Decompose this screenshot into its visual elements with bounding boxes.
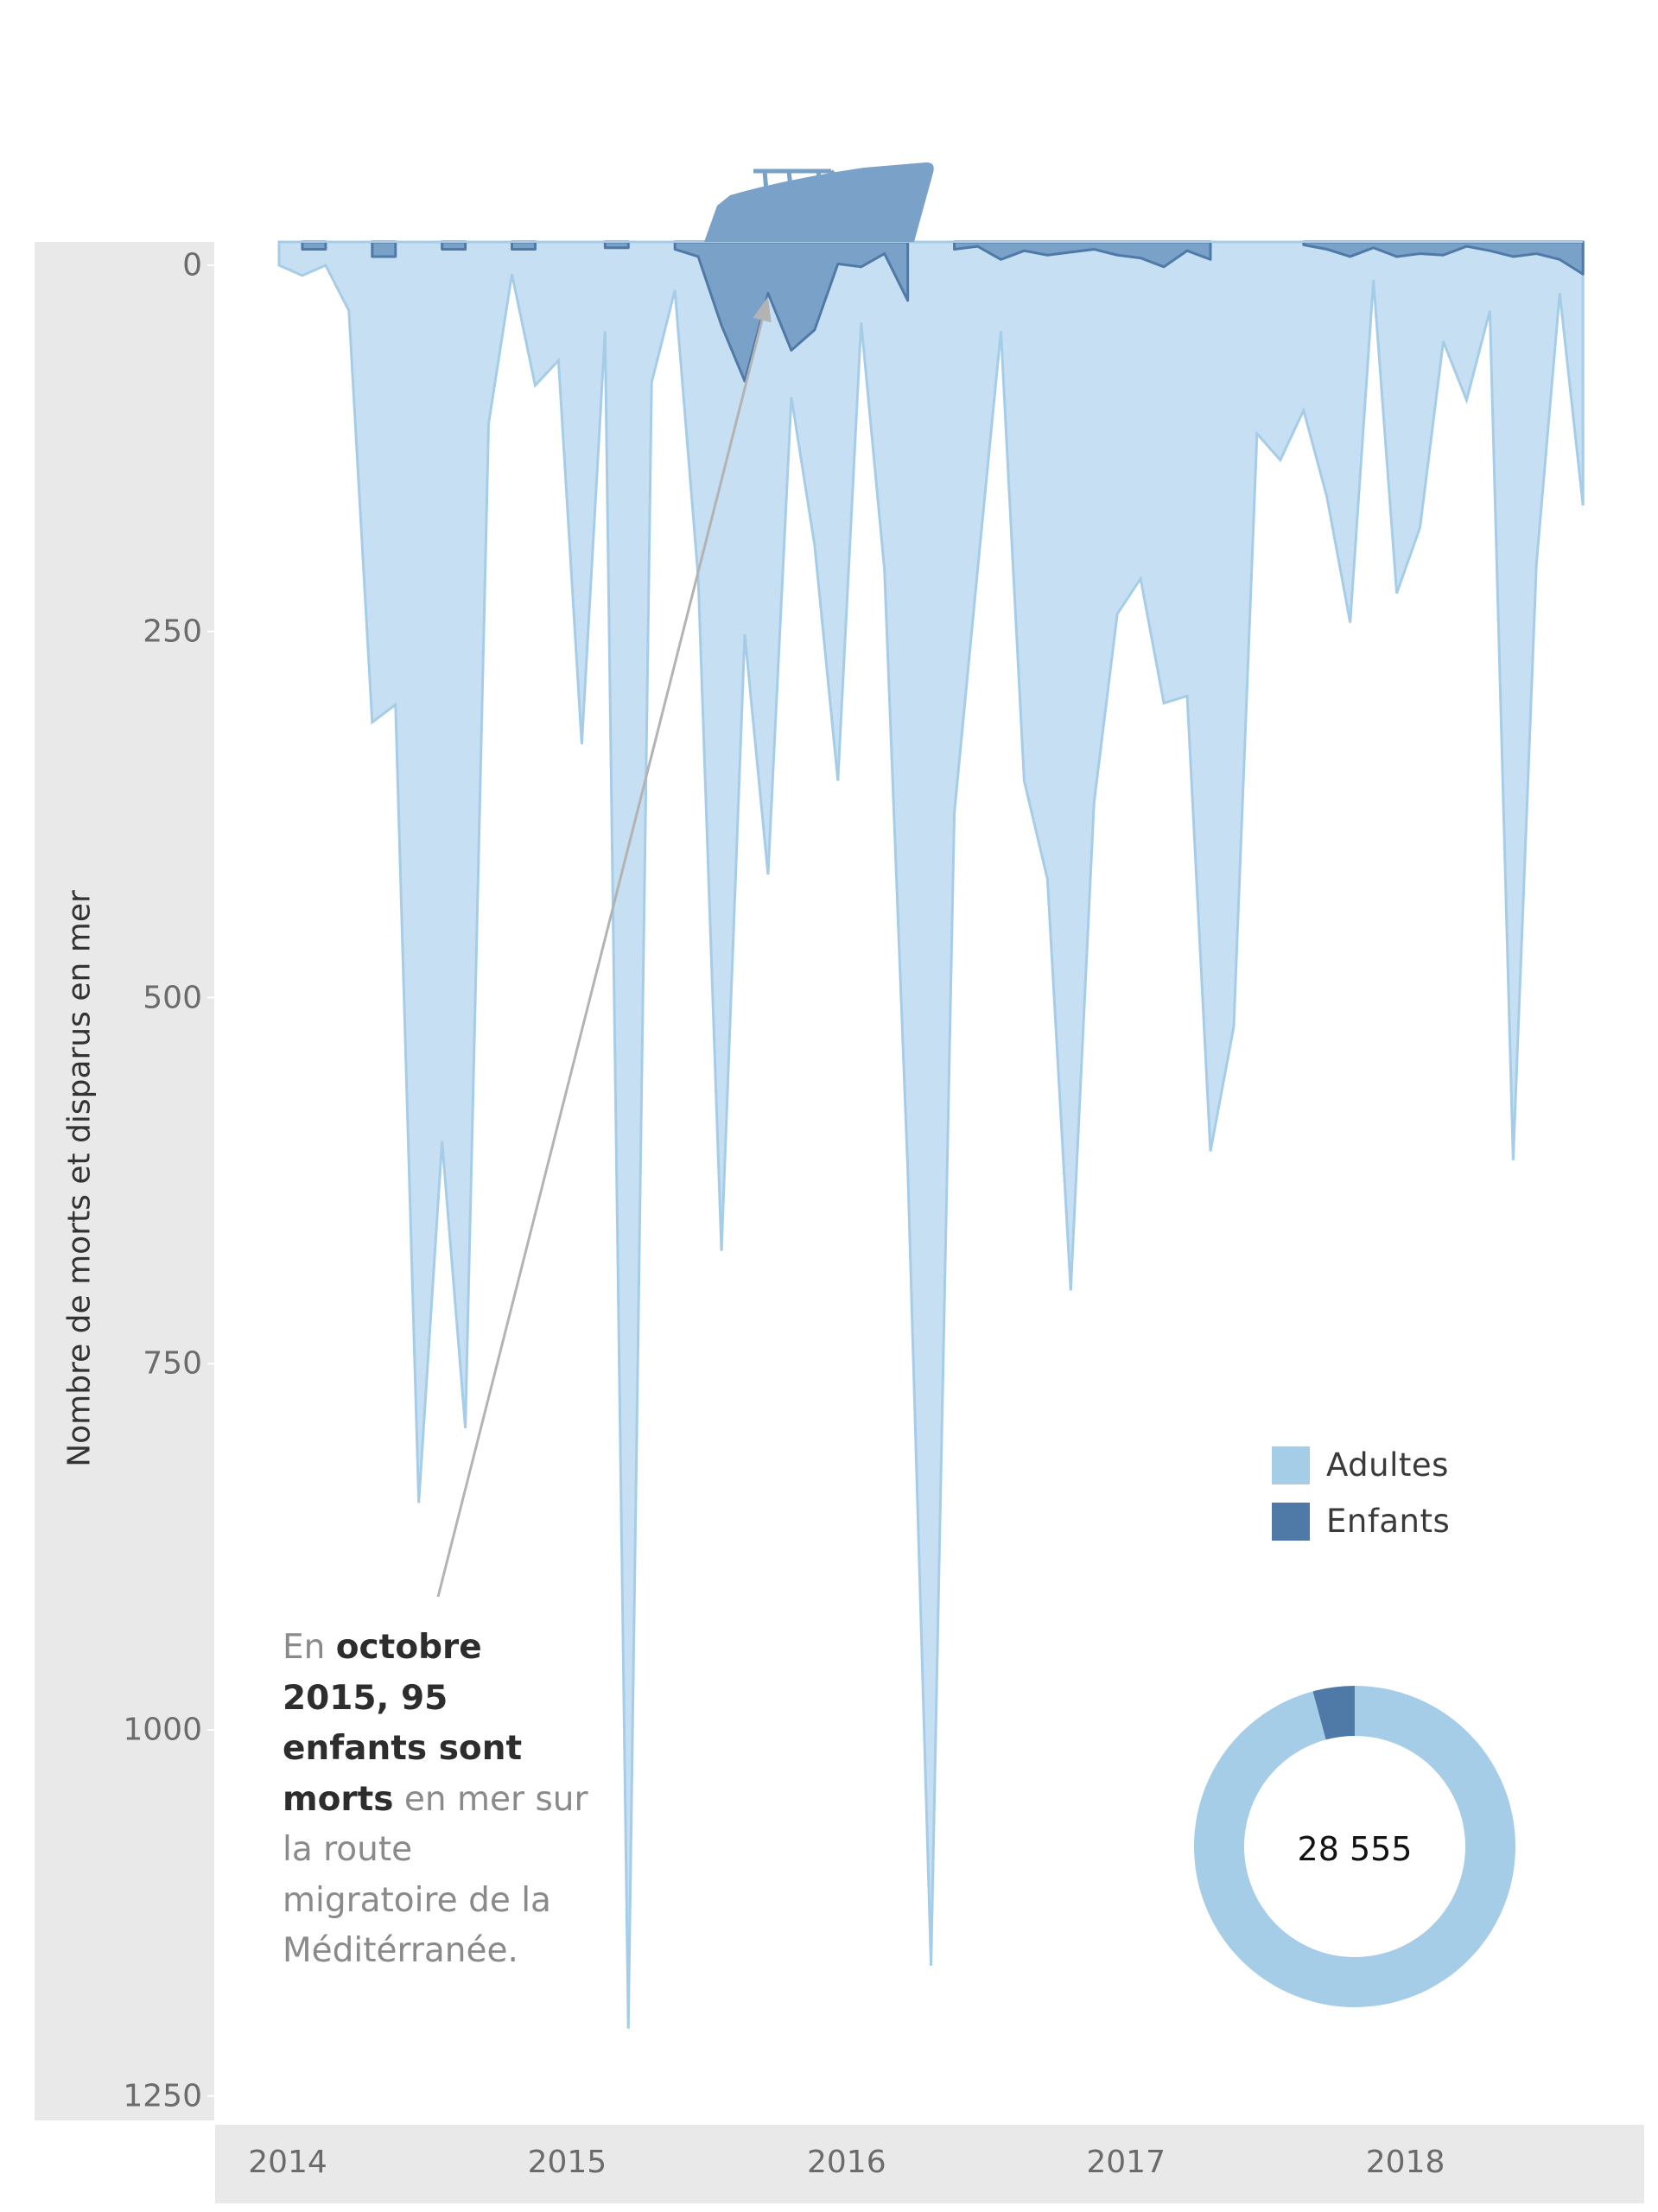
- donut-chart: [1194, 1686, 1516, 2007]
- y-axis-panel: [35, 242, 214, 2120]
- legend-item-children[interactable]: Enfants: [1272, 1493, 1450, 1549]
- x-tick-label: 2017: [1086, 2145, 1166, 2180]
- donut-total-label: 28 555: [1297, 1830, 1413, 1868]
- y-tick-label: 250: [143, 613, 202, 650]
- boat-hull: [704, 162, 934, 242]
- y-tick-label: 500: [143, 980, 202, 1015]
- y-tick-label: 750: [143, 1345, 202, 1382]
- annotation-arrow: [436, 296, 772, 1598]
- legend-swatch-children: [1272, 1502, 1310, 1541]
- annotation-part: en mer sur la route migratoire de la Méd…: [283, 1779, 588, 1971]
- legend-item-adults[interactable]: Adultes: [1272, 1437, 1450, 1493]
- legend: Adultes Enfants: [1272, 1437, 1450, 1549]
- donut-slice-children[interactable]: [1312, 1686, 1355, 1740]
- annotation-part: En: [283, 1628, 336, 1667]
- y-tick-label: 1000: [123, 1712, 202, 1748]
- x-tick-label: 2016: [806, 2145, 886, 2180]
- adults-series: [277, 240, 1585, 2029]
- children-area: [1302, 240, 1585, 276]
- y-tick-label: 0: [182, 247, 202, 283]
- x-axis-panel: [215, 2125, 1644, 2203]
- y-tick-label: 1250: [123, 2078, 202, 2114]
- donut-slice-adults[interactable]: [1194, 1686, 1516, 2007]
- children-area: [301, 240, 327, 251]
- children-area: [371, 240, 397, 258]
- x-tick-label: 2014: [248, 2145, 327, 2180]
- y-tick-marks: [207, 264, 214, 2097]
- boat-icon: [704, 162, 934, 242]
- x-tick-label: 2015: [527, 2145, 607, 2180]
- children-area: [603, 240, 630, 250]
- children-series: [279, 240, 1585, 383]
- children-area: [953, 240, 1212, 269]
- legend-label-children: Enfants: [1326, 1503, 1451, 1540]
- arrow-line: [436, 320, 764, 1598]
- children-area: [441, 240, 467, 251]
- boat-cabin: [753, 168, 846, 201]
- arrow-head: [753, 296, 772, 323]
- x-tick-label: 2018: [1365, 2145, 1445, 2180]
- legend-swatch-adults: [1272, 1446, 1310, 1484]
- annotation-text: En octobre 2015, 95 enfants sont morts e…: [283, 1623, 594, 1977]
- children-area: [511, 240, 537, 251]
- children-area: [673, 240, 910, 383]
- adults-area: [277, 240, 1585, 2029]
- annotation-highlight: octobre 2015, 95 enfants sont morts: [283, 1628, 523, 1819]
- legend-label-adults: Adultes: [1326, 1446, 1449, 1484]
